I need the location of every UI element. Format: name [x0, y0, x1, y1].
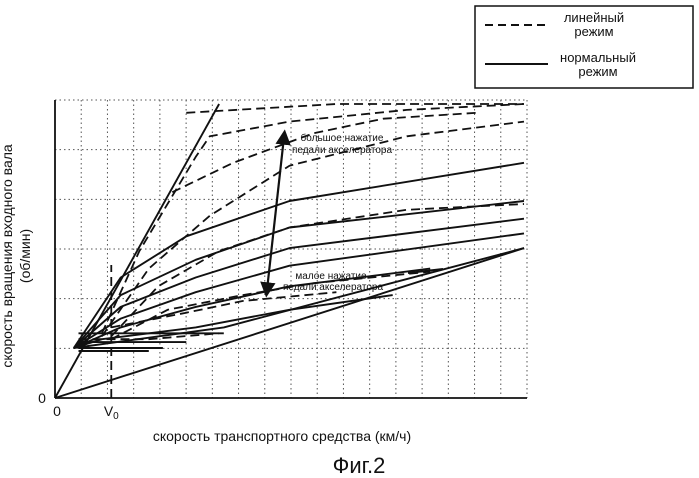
v0-label: V0 [104, 403, 119, 422]
legend: линейный режим нормальный режим [475, 6, 693, 88]
annotation-low-line1: малое нажатие [295, 271, 367, 282]
figure-caption: Фиг.2 [333, 453, 386, 478]
legend-linear-line2: режим [574, 24, 613, 39]
y-axis-title-line1: скорость вращения входного вала [0, 144, 15, 368]
x-origin-label: 0 [53, 403, 61, 419]
y-origin-label: 0 [38, 390, 46, 406]
legend-linear-line1: линейный [564, 10, 624, 25]
y-axis-title-group: скорость вращения входного вала (об/мин) [0, 144, 33, 368]
annotation-high-line1: большое нажатие [301, 132, 384, 144]
legend-normal-line2: режим [578, 64, 617, 79]
series-group [55, 104, 524, 398]
y-axis-title-line2: (об/мин) [17, 229, 33, 283]
annotation-low-line2: педали акселератора [283, 282, 384, 293]
annotation-high-line2: педали акселератора [292, 145, 393, 156]
x-axis-title: скорость транспортного средства (км/ч) [153, 428, 411, 444]
legend-normal-line1: нормальный [560, 50, 636, 65]
linear-mode-curve-20 [186, 104, 524, 113]
v0-label-subscript: 0 [113, 411, 119, 422]
